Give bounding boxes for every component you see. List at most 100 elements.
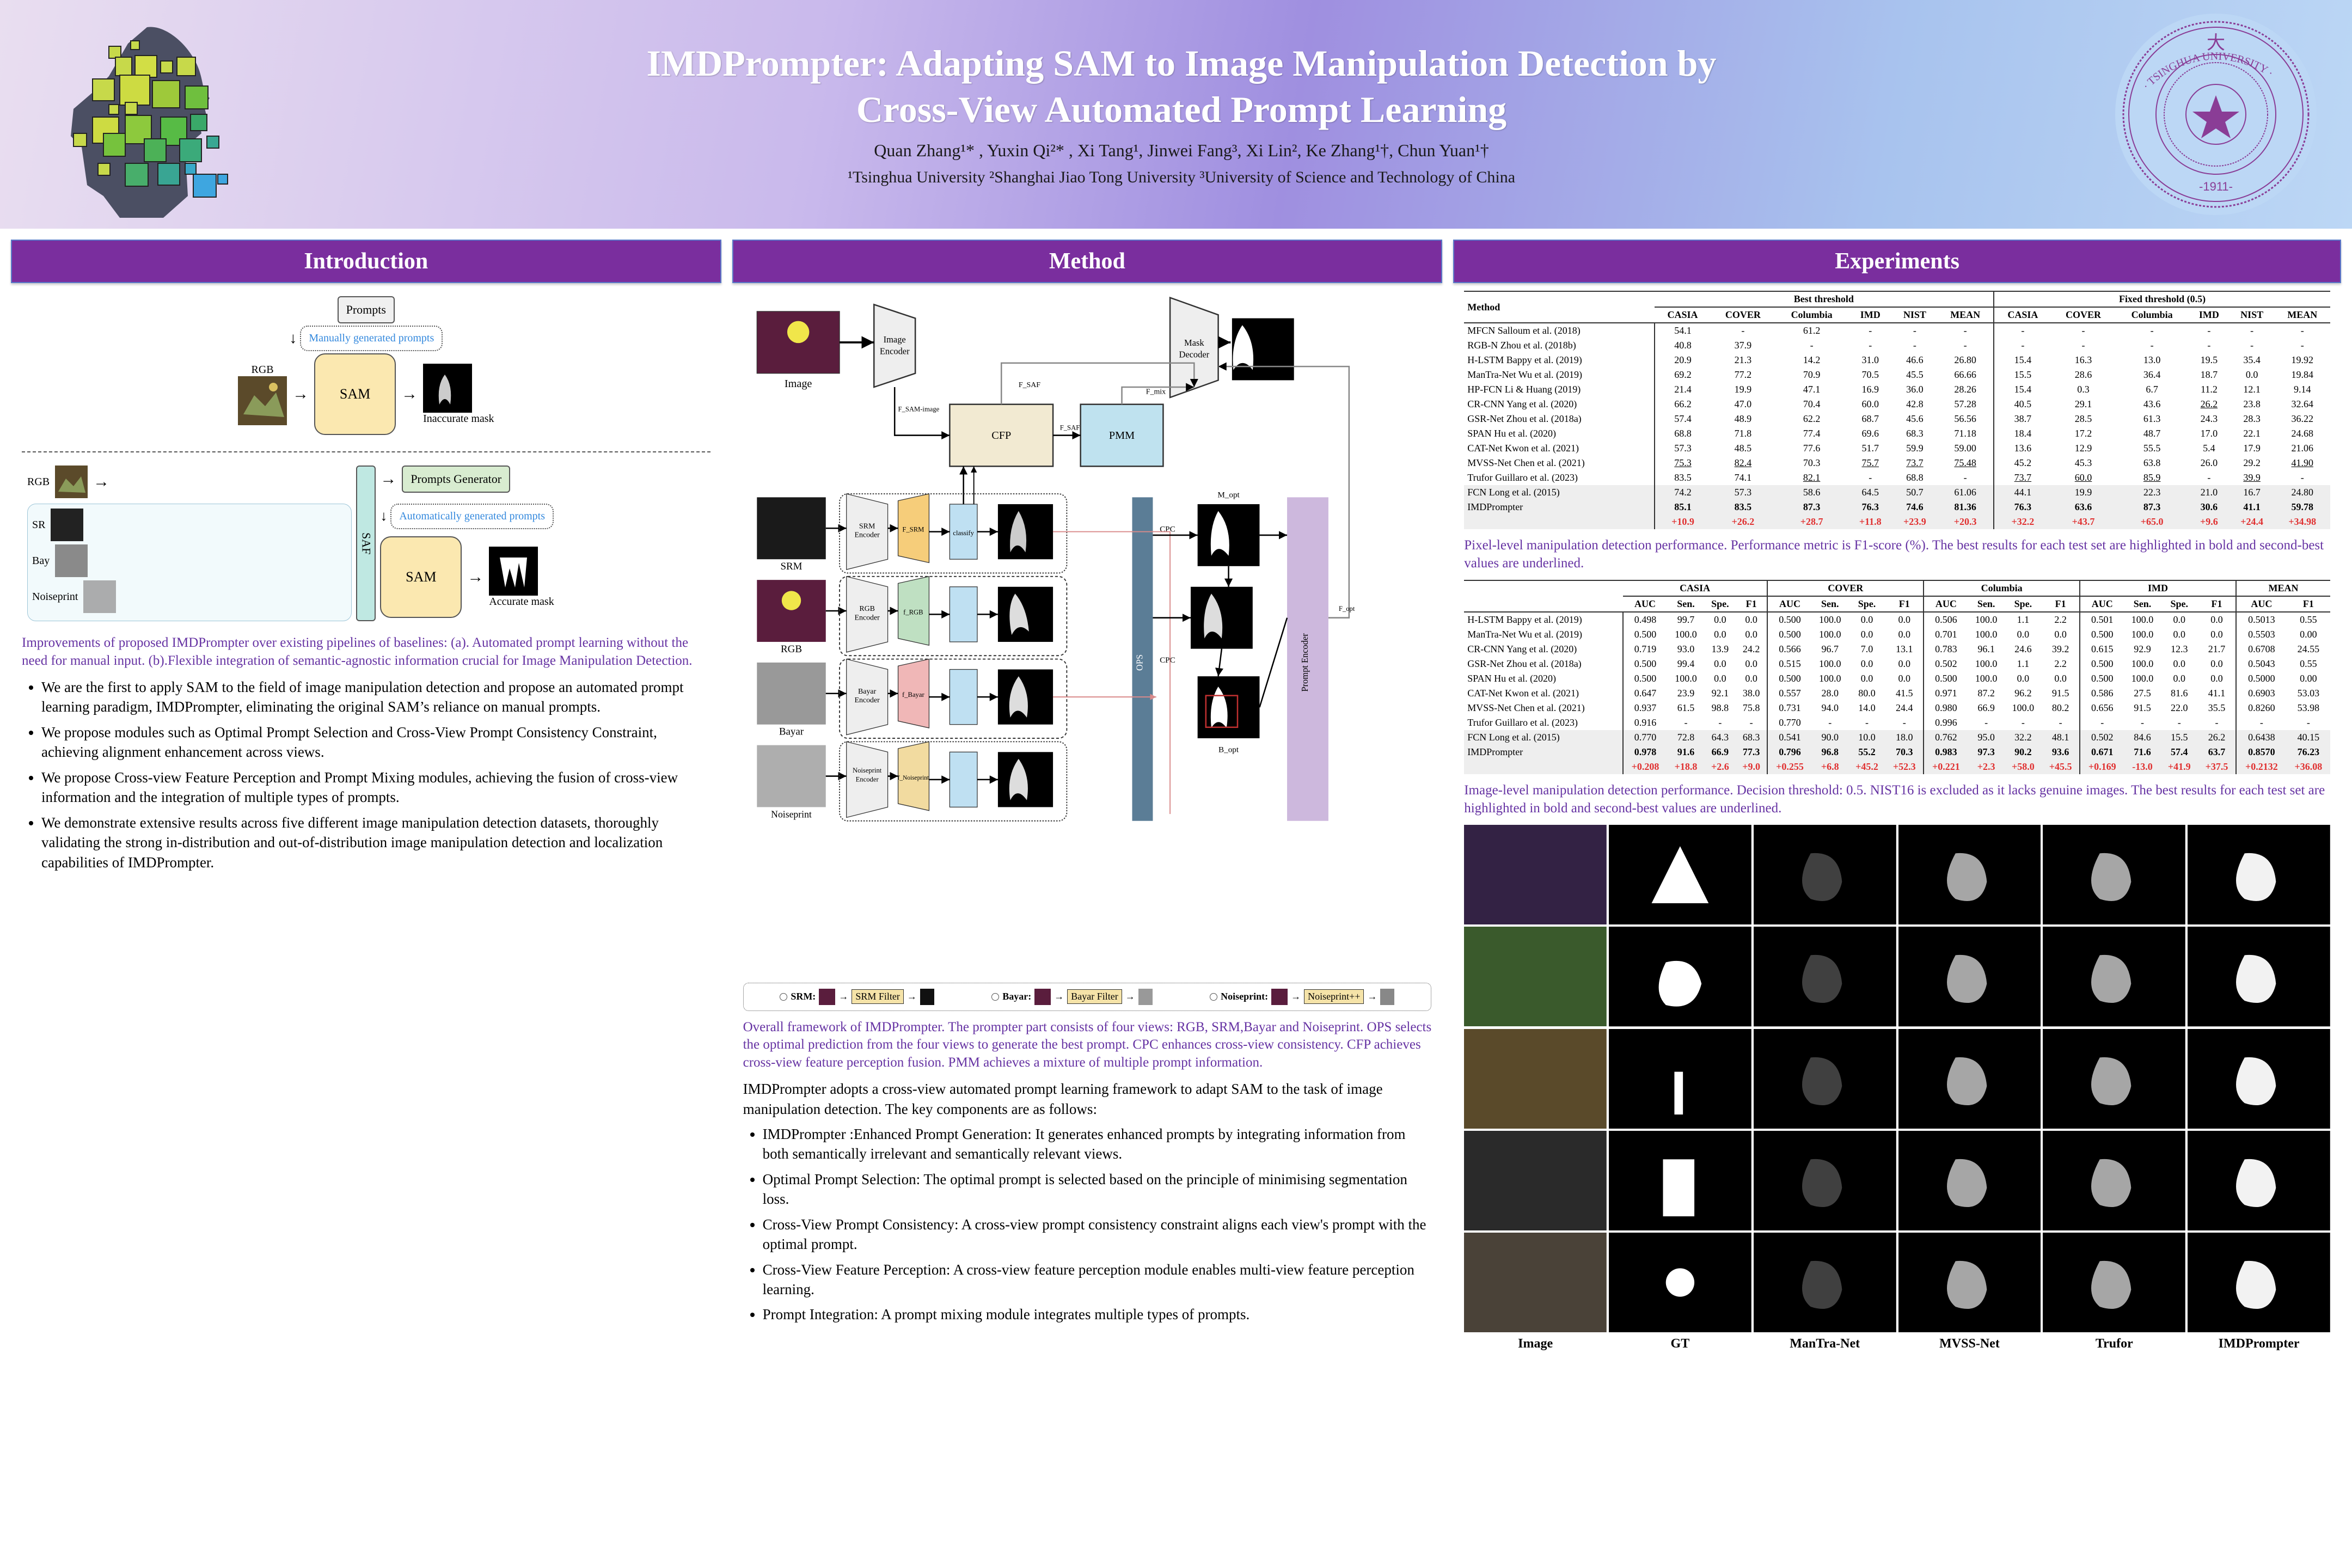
thumb-icon xyxy=(1898,1131,2041,1230)
sr-label: SR xyxy=(32,519,45,531)
left-logo-icon xyxy=(22,11,250,218)
intro-bullet-3: We demonstrate extensive results across … xyxy=(41,813,710,872)
method-caption: Overall framework of IMDPrompter. The pr… xyxy=(743,1019,1432,1072)
svg-text:Encoder: Encoder xyxy=(879,346,909,356)
svg-text:Noiseprint: Noiseprint xyxy=(771,808,812,819)
prompts-box: Prompts xyxy=(338,296,395,323)
rgb-thumb-1-icon xyxy=(238,376,287,425)
table1-caption: Pixel-level manipulation detection perfo… xyxy=(1464,537,2330,572)
noiseprint-label: Noiseprint xyxy=(32,591,78,603)
poster-columns: Introduction Prompts ↓ Manually generate… xyxy=(0,229,2352,1362)
thumb-icon xyxy=(2043,825,2185,924)
thumb-icon xyxy=(1609,1233,1751,1332)
result-thumbnail xyxy=(1754,927,1896,1026)
sr-thumb-icon xyxy=(51,509,83,541)
table-row: GSR-Net Zhou et al. (2018a) 57.4 48.9 62.2 6… xyxy=(1464,412,2330,426)
svg-text:F_SRM: F_SRM xyxy=(902,526,924,534)
auto-prompts-label: Automatically generated prompts xyxy=(390,504,554,529)
noiseprint-radio-icon[interactable] xyxy=(1210,993,1217,1001)
method-bullet-0: IMDPrompter :Enhanced Prompt Generation:… xyxy=(763,1124,1432,1164)
result-thumbnail xyxy=(2188,927,2330,1026)
thumb-icon xyxy=(1754,1029,1896,1129)
result-thumbnail xyxy=(1609,927,1751,1026)
table1-wrap: Method Best threshold Fixed threshold (0… xyxy=(1464,291,2330,529)
svg-text:SRM: SRM xyxy=(780,561,802,572)
inaccurate-mask-label: Inaccurate mask xyxy=(423,413,494,425)
table-row: CAT-Net Kwon et al. (2021) 0.647 23.9 92.1 3… xyxy=(1464,686,2330,701)
table-row: MVSS-Net Chen et al. (2021) 75.3 82.4 70.3 7… xyxy=(1464,456,2330,470)
qualitative-results-labels: Image GT ManTra-Net MVSS-Net Trufor IMDP… xyxy=(1464,1333,2330,1351)
result-thumbnail xyxy=(2043,927,2185,1026)
table-row: SPAN Hu et al. (2020) 68.8 71.8 77.4 69.6 68.… xyxy=(1464,426,2330,441)
svg-text:f_RGB: f_RGB xyxy=(903,608,923,616)
method-intro-text: IMDPrompter adopts a cross-view automate… xyxy=(743,1079,1432,1119)
bayar-radio-icon[interactable] xyxy=(991,993,999,1001)
noiseprint-output-icon xyxy=(1380,989,1394,1005)
mini-thumb-icon xyxy=(819,989,835,1005)
sam-box-1: SAM xyxy=(314,353,396,435)
arrow-icon: → xyxy=(380,470,396,488)
thumb-icon xyxy=(2188,927,2330,1026)
manual-prompts-label: Manually generated prompts xyxy=(300,326,443,351)
table-row: GSR-Net Zhou et al. (2018a) 0.500 99.4 0.0 0… xyxy=(1464,657,2330,671)
srm-row: SRM SRM Encoder F_SRM classify xyxy=(757,494,1053,572)
thumb-icon xyxy=(1754,1131,1896,1230)
result-thumbnail xyxy=(1754,1233,1896,1332)
intro-diagram-2: RGB → SR Bay Noiseprint SAF → xyxy=(22,460,710,627)
poster-header: IMDPrompter: Adapting SAM to Image Manip… xyxy=(0,0,2352,229)
table-row: CR-CNN Yang et al. (2020) 0.719 93.0 13.9 24… xyxy=(1464,642,2330,657)
pixel-level-table[interactable]: Method Best threshold Fixed threshold (0… xyxy=(1464,291,2330,529)
table-row: H-LSTM Bappy et al. (2019) 20.9 21.3 14.2 31… xyxy=(1464,353,2330,367)
result-thumbnail xyxy=(2043,1233,2185,1332)
method-body: IMDPrompter adopts a cross-view automate… xyxy=(743,1079,1432,1325)
rgb-row: RGB RGB Encoder f_RGB xyxy=(757,577,1053,655)
result-thumbnail xyxy=(2188,1233,2330,1332)
svg-text:Encoder: Encoder xyxy=(854,531,880,540)
table-row: FCN Long et al. (2015) 74.2 57.3 58.6 64.5 50… xyxy=(1464,485,2330,500)
result-thumbnail xyxy=(2043,1131,2185,1230)
svg-text:Mask: Mask xyxy=(1184,338,1204,348)
svg-text:F_SAF: F_SAF xyxy=(1059,424,1080,431)
thumb-icon xyxy=(1609,1029,1751,1129)
introduction-column: Introduction Prompts ↓ Manually generate… xyxy=(11,240,721,878)
thumb-icon xyxy=(2188,1131,2330,1230)
thumb-icon xyxy=(2043,1029,2185,1129)
svg-text:RGB: RGB xyxy=(859,605,875,613)
srm-radio-icon[interactable] xyxy=(780,993,787,1001)
table-row: MVSS-Net Chen et al. (2021) 0.937 61.5 98.8… xyxy=(1464,701,2330,715)
thumb-icon xyxy=(1898,927,2041,1026)
thumb-icon xyxy=(2188,1029,2330,1129)
svg-text:F_SAF: F_SAF xyxy=(1018,381,1040,389)
method-bullet-4: Prompt Integration: A prompt mixing modu… xyxy=(763,1304,1432,1324)
affiliations-line: ¹Tsinghua University ²Shanghai Jiao Tong… xyxy=(261,168,2102,187)
rgb-label-1: RGB xyxy=(238,364,287,376)
intro-diagram-1: Prompts ↓ Manually generated prompts RGB… xyxy=(22,291,710,444)
introduction-caption: Improvements of proposed IMDPrompter ove… xyxy=(22,634,710,670)
result-thumbnail xyxy=(1464,1233,1607,1332)
method-bullet-1: Optimal Prompt Selection: The optimal pr… xyxy=(763,1169,1432,1209)
svg-text:CPC: CPC xyxy=(1160,656,1175,665)
result-thumbnail xyxy=(1754,825,1896,924)
svg-text:f_Noiseprint: f_Noiseprint xyxy=(897,775,929,781)
thumb-icon xyxy=(1898,1029,2041,1129)
result-thumbnail xyxy=(1464,1029,1607,1129)
mini-thumb-icon xyxy=(1034,989,1051,1005)
filter-legend: SRM: → SRM Filter → Bayar: → Bayar Filte… xyxy=(743,983,1432,1011)
thumb-icon xyxy=(1609,1131,1751,1230)
svg-text:Prompt Encoder: Prompt Encoder xyxy=(1300,633,1310,692)
thumb-icon xyxy=(1464,927,1607,1026)
image-level-table[interactable]: CASIA COVER Columbia IMD MEAN AUC Sen. S… xyxy=(1464,580,2330,774)
introduction-title: Introduction xyxy=(11,240,721,283)
col-label-gt: GT xyxy=(1609,1333,1751,1351)
table-row: H-LSTM Bappy et al. (2019) 0.498 99.7 0.0 0.… xyxy=(1464,612,2330,627)
result-thumbnail xyxy=(2188,825,2330,924)
thumb-icon xyxy=(1754,1233,1896,1332)
poster-title-line1: IMDPrompter: Adapting SAM to Image Manip… xyxy=(261,42,2102,84)
result-thumbnail xyxy=(2043,825,2185,924)
intro-bullet-0: We are the first to apply SAM to the fie… xyxy=(41,677,710,717)
svg-text:Image: Image xyxy=(883,334,905,345)
svg-text:CFP: CFP xyxy=(991,430,1011,442)
col-label-image: Image xyxy=(1464,1333,1607,1351)
table-row: HP-FCN Li & Huang (2019) 21.4 19.9 47.1 16.9… xyxy=(1464,382,2330,397)
thumb-icon xyxy=(2043,1233,2185,1332)
